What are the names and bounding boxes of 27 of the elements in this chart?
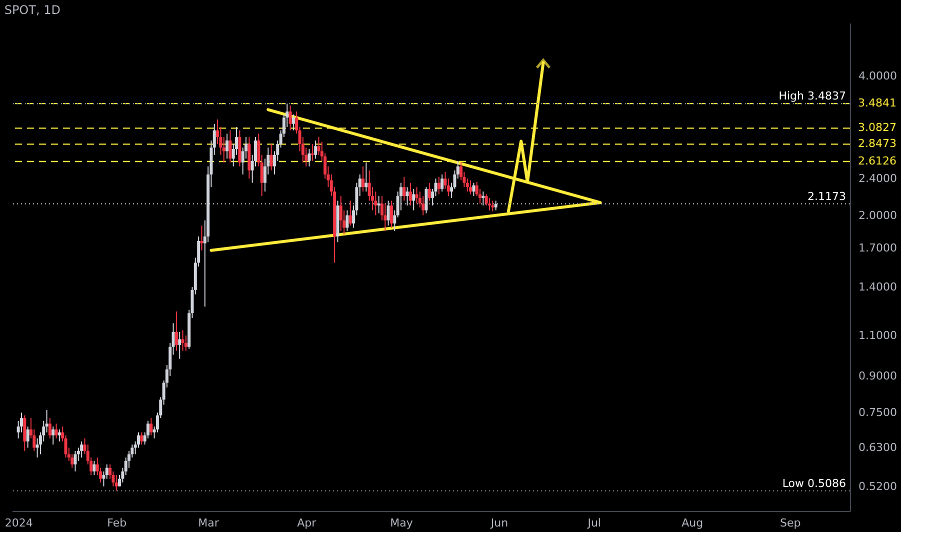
- y-tick-label: 2.0000: [858, 208, 897, 222]
- x-tick-label: 2024: [4, 516, 33, 530]
- x-tick-label: Aug: [682, 516, 704, 530]
- x-tick-label: Sep: [780, 516, 801, 530]
- y-tick-label: 1.4000: [858, 280, 897, 294]
- y-tick-label: 0.9000: [858, 369, 897, 382]
- y-tick-label: 4.0000: [858, 69, 897, 82]
- x-tick-label: May: [390, 516, 414, 530]
- x-tick-label: Mar: [198, 516, 220, 530]
- y-tick-label: 0.7500: [858, 406, 897, 420]
- ref-line-label: 2.1173: [808, 190, 846, 203]
- y-tick-label: 2.4000: [858, 172, 897, 186]
- x-tick-label: Jul: [586, 516, 601, 530]
- y-tick-label: 0.6300: [858, 441, 897, 454]
- y-tick-label: 0.5200: [858, 480, 897, 493]
- y-tick-label: 1.7000: [858, 241, 897, 254]
- ref-line-label: High 3.4837: [778, 90, 846, 103]
- ref-line-label: 2.8473: [858, 137, 896, 150]
- ref-line-label: 3.0827: [858, 121, 896, 134]
- ref-line-label: 2.6126: [858, 154, 896, 168]
- x-tick-label: Jun: [490, 516, 508, 530]
- x-tick-label: Apr: [297, 516, 317, 530]
- ref-line-label: 3.4841: [858, 96, 896, 110]
- x-tick-label: Feb: [107, 516, 127, 530]
- ref-line-label: Low 0.5086: [782, 476, 846, 490]
- chart-title: SPOT, 1D: [4, 3, 60, 17]
- y-tick-label: 1.1000: [858, 329, 897, 342]
